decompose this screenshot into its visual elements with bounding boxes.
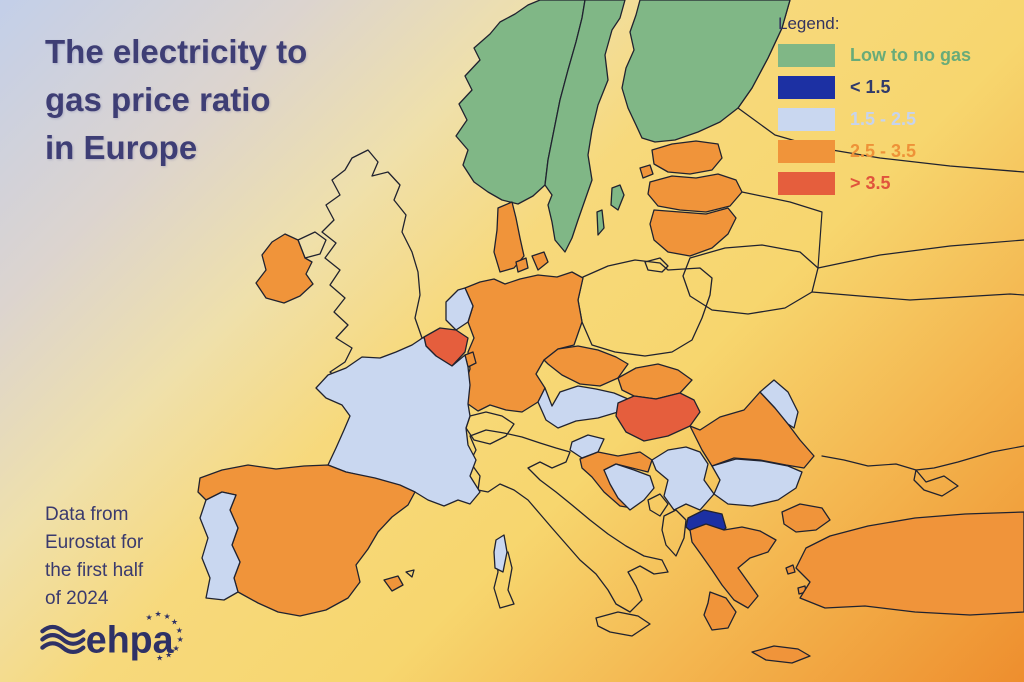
legend-swatch-dark-blue xyxy=(778,76,835,99)
country-italy-sardinia xyxy=(493,551,515,609)
data-source-note: Data from Eurostat for the first half of… xyxy=(45,501,143,613)
country-france-corsica xyxy=(493,534,508,573)
country-greece-crete xyxy=(751,645,811,664)
title-line-1: The electricity to xyxy=(45,33,308,70)
legend-label: 2.5 - 3.5 xyxy=(850,141,917,161)
country-austria xyxy=(537,385,629,429)
legend-item-2-5-3-5: 2.5 - 3.5 xyxy=(778,140,971,163)
country-ukraine-crimea xyxy=(913,469,959,497)
legend-label: Low to no gas xyxy=(850,45,971,65)
border-belarus-russia xyxy=(817,239,1024,269)
ehpa-logo: ehpa ★ ★ ★ ★ ★ ★ ★ ★ ★ xyxy=(40,610,184,663)
legend-swatch-green xyxy=(778,44,835,67)
legend-item-gt-3-5: > 3.5 xyxy=(778,172,971,195)
eu-star: ★ xyxy=(146,613,153,622)
country-spain-mallorca xyxy=(383,575,404,592)
page-title: The electricity to gas price ratio in Eu… xyxy=(45,28,307,172)
legend-label: < 1.5 xyxy=(850,77,891,97)
legend-swatch-light-blue xyxy=(778,108,835,131)
country-poland xyxy=(577,259,713,357)
country-estonia xyxy=(651,140,723,175)
eu-star: ★ xyxy=(177,635,184,644)
legend-swatch-orange xyxy=(778,140,835,163)
source-line-4: of 2024 xyxy=(45,588,109,609)
country-czechia xyxy=(543,345,629,387)
country-lithuania xyxy=(649,207,737,257)
country-switzerland xyxy=(465,411,515,445)
country-netherlands xyxy=(445,287,474,331)
eu-star: ★ xyxy=(173,644,180,653)
country-slovakia xyxy=(617,363,693,400)
country-finland xyxy=(621,0,791,143)
country-latvia xyxy=(647,173,743,213)
title-line-3: in Europe xyxy=(45,129,198,166)
island-menorca-outline xyxy=(405,569,415,578)
country-bulgaria xyxy=(711,458,803,507)
country-estonia-saaremaa xyxy=(639,164,654,179)
legend-item-1-5-2-5: 1.5 - 2.5 xyxy=(778,108,971,131)
eu-star: ★ xyxy=(171,618,178,627)
country-romania xyxy=(689,391,815,469)
source-line-3: the first half xyxy=(45,560,144,581)
title-line-2: gas price ratio xyxy=(45,81,271,118)
border-russia-baltics xyxy=(741,191,823,269)
country-montenegro xyxy=(647,493,669,517)
country-sweden-gotland xyxy=(610,184,625,211)
country-greece-peloponnese xyxy=(703,591,737,631)
country-portugal xyxy=(199,491,241,601)
legend-swatch-red xyxy=(778,172,835,195)
country-serbia xyxy=(651,446,715,511)
waves-icon xyxy=(40,624,86,655)
eu-star: ★ xyxy=(156,654,163,663)
country-sweden-oland xyxy=(596,209,605,236)
country-moldova xyxy=(759,379,799,429)
legend-item-low-to-no-gas: Low to no gas xyxy=(778,44,971,67)
coast-ukraine-blacksea xyxy=(821,445,1024,471)
country-greece-island-1 xyxy=(785,564,796,575)
country-ireland xyxy=(255,233,314,304)
country-sweden xyxy=(544,0,626,253)
country-denmark-zealand xyxy=(531,251,549,271)
source-line-1: Data from xyxy=(45,504,129,525)
country-denmark-funen xyxy=(515,257,529,273)
country-bosnia xyxy=(603,463,655,511)
country-hungary xyxy=(615,392,701,442)
eu-stars-icon: ★ ★ ★ ★ ★ ★ ★ ★ ★ xyxy=(146,610,184,663)
legend-item-lt-1-5: < 1.5 xyxy=(778,76,971,99)
legend-label: > 3.5 xyxy=(850,173,891,193)
border-ukraine-north xyxy=(811,291,1024,301)
country-albania xyxy=(661,509,687,557)
country-belarus xyxy=(682,244,819,315)
legend-label: 1.5 - 2.5 xyxy=(850,109,917,129)
country-italy-sicily xyxy=(595,611,651,637)
ehpa-wordmark: ehpa xyxy=(86,619,175,661)
source-line-2: Eurostat for xyxy=(45,532,144,553)
eu-star: ★ xyxy=(155,610,162,619)
country-greece xyxy=(689,523,777,609)
legend-heading: Legend: xyxy=(778,14,840,33)
country-france xyxy=(315,336,481,507)
eu-star: ★ xyxy=(176,626,183,635)
country-turkey-anatolia xyxy=(795,511,1024,616)
eu-star: ★ xyxy=(165,650,172,659)
legend: Legend: Low to no gas < 1.5 1.5 - 2.5 2.… xyxy=(778,14,971,204)
country-kaliningrad xyxy=(644,257,669,273)
country-turkey-thrace xyxy=(781,503,831,533)
country-italy xyxy=(469,429,669,613)
eu-star: ★ xyxy=(164,612,171,621)
